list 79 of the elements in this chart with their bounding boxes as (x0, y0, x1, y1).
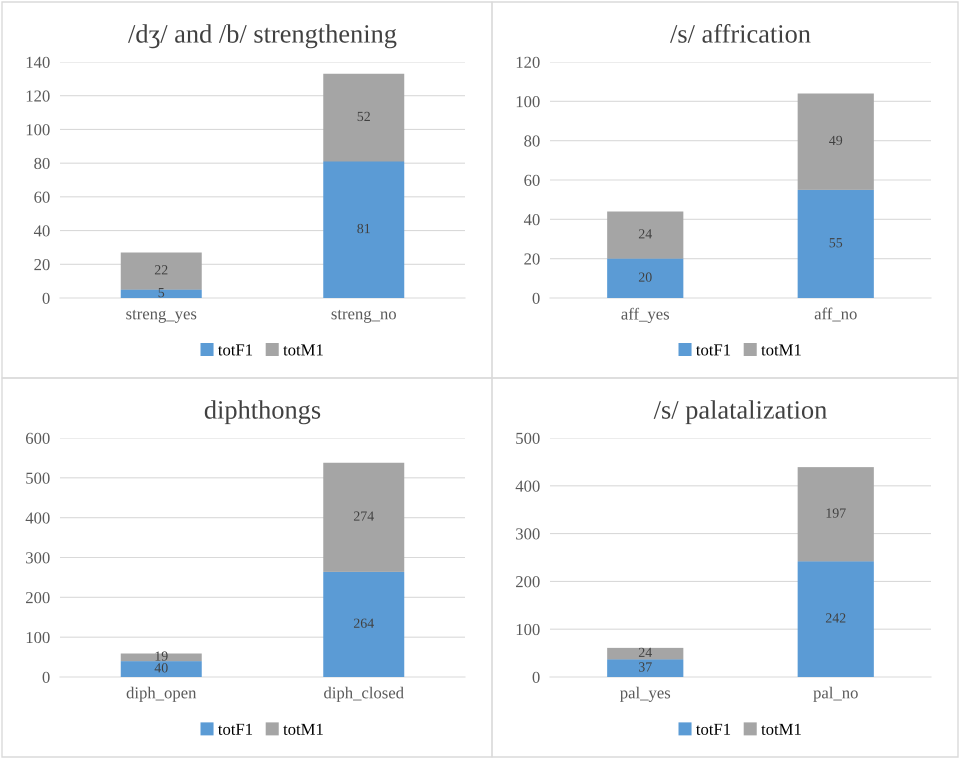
data-label: 24 (638, 229, 652, 238)
y-tick-label: 500 (26, 472, 50, 484)
data-label: 37 (638, 662, 652, 672)
x-tick-label: diph_closed (324, 686, 404, 702)
y-tick-label: 0 (42, 292, 50, 304)
data-label: 197 (826, 508, 846, 518)
data-label: 52 (358, 112, 370, 122)
data-label: 24 (638, 648, 652, 657)
y-tick-label: 20 (524, 253, 540, 265)
legend-label: totF1 (696, 344, 730, 356)
legend-label: totM1 (283, 724, 323, 735)
data-label: 19 (156, 651, 168, 661)
y-tick-label: 100 (26, 632, 50, 644)
bar (607, 659, 684, 677)
chart-title: /dʒ/ and /b/ strengthening (128, 24, 396, 48)
bar (323, 462, 404, 572)
y-tick-label: 400 (516, 480, 540, 492)
data-label: 49 (829, 136, 842, 146)
data-label: 81 (357, 224, 370, 234)
bar (323, 572, 404, 677)
legend-label: totM1 (761, 724, 801, 735)
x-tick-label: streng_yes (126, 310, 196, 323)
data-label: 22 (154, 265, 168, 274)
bar (607, 258, 684, 298)
bar (120, 661, 202, 677)
bar (607, 648, 684, 660)
y-tick-label: 0 (42, 672, 50, 683)
data-label: 55 (830, 238, 842, 248)
y-tick-label: 100 (516, 624, 540, 636)
data-label: 5 (158, 288, 164, 298)
y-tick-label: 100 (26, 124, 50, 136)
x-tick-label: diph_open (126, 686, 196, 702)
y-tick-label: 0 (532, 672, 540, 683)
data-label: 274 (354, 511, 374, 521)
chart-title: /s/ palatalization (654, 400, 827, 424)
bar (798, 561, 874, 677)
y-tick-label: 120 (26, 90, 50, 102)
data-label: 264 (354, 618, 374, 628)
y-tick-label: 100 (516, 96, 540, 108)
y-tick-label: 200 (516, 576, 540, 588)
x-tick-label: streng_no (332, 310, 396, 323)
bar (120, 252, 202, 290)
legend-label: totF1 (696, 724, 730, 735)
y-tick-label: 60 (524, 174, 540, 186)
legend-label: totM1 (761, 344, 801, 356)
x-tick-label: aff_yes (621, 308, 670, 324)
data-label: 242 (826, 613, 846, 622)
y-tick-label: 600 (26, 432, 50, 444)
bar (798, 190, 874, 298)
y-tick-label: 0 (532, 292, 540, 304)
y-tick-label: 20 (34, 258, 50, 270)
bar (798, 93, 874, 190)
y-tick-label: 140 (26, 56, 50, 68)
legend-label: totM1 (283, 344, 323, 356)
chart-title: /s/ affrication (670, 24, 811, 43)
y-tick-label: 500 (516, 432, 540, 444)
y-tick-label: 80 (34, 158, 50, 170)
legend-label: totF1 (218, 344, 252, 356)
data-label: 40 (154, 663, 168, 673)
y-tick-label: 200 (26, 592, 50, 604)
y-tick-label: 80 (524, 135, 540, 147)
y-tick-label: 300 (516, 528, 540, 540)
y-tick-label: 400 (26, 512, 50, 524)
y-tick-label: 120 (516, 56, 540, 68)
y-tick-label: 40 (34, 225, 50, 237)
bar (120, 290, 202, 298)
bar (323, 161, 404, 298)
legend-label: totF1 (218, 724, 252, 735)
bar (323, 74, 404, 162)
data-label: 20 (638, 272, 652, 282)
y-tick-label: 300 (26, 552, 50, 564)
bar (798, 467, 874, 562)
chart-title: diphthongs (204, 400, 320, 424)
x-tick-label: pal_yes (620, 686, 670, 702)
y-tick-label: 40 (524, 214, 540, 226)
x-tick-label: pal_no (813, 686, 858, 702)
x-tick-label: aff_no (814, 308, 857, 322)
y-tick-label: 60 (34, 192, 50, 203)
bar (607, 211, 684, 259)
